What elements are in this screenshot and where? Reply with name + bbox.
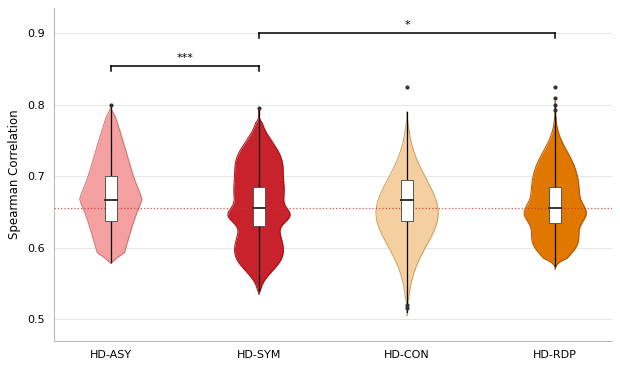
Bar [105,176,117,220]
Bar [401,180,413,220]
Text: ***: *** [177,53,193,63]
Y-axis label: Spearman Correlation: Spearman Correlation [8,110,21,239]
Text: *: * [404,21,410,31]
Bar [253,187,265,226]
Bar [549,187,561,223]
